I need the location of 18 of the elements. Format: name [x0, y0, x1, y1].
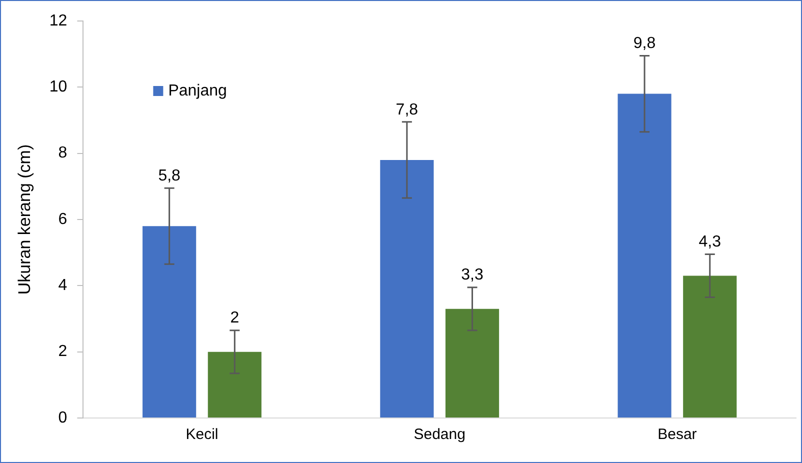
y-tick-label: 4 — [58, 277, 68, 294]
y-tick-label: 12 — [49, 12, 68, 30]
y-tick-label: 8 — [58, 144, 68, 162]
y-axis-title: Ukuran kerang (cm) — [14, 144, 34, 295]
x-tick-label: Besar — [658, 426, 697, 444]
x-tick-label: Sedang — [414, 426, 466, 444]
x-tick-label: Kecil — [186, 426, 218, 444]
y-tick-label: 6 — [58, 210, 68, 228]
data-label: 9,8 — [633, 35, 656, 52]
y-tick-label: 10 — [49, 78, 68, 96]
data-label: 5,8 — [158, 167, 181, 184]
data-label: 4,3 — [698, 234, 722, 251]
data-label: 2 — [230, 310, 240, 327]
y-tick-label: 2 — [58, 343, 68, 360]
data-label: 7,8 — [396, 101, 418, 118]
y-tick-label: 0 — [58, 409, 68, 426]
legend-label: Panjang — [168, 82, 227, 100]
data-label: 3,3 — [461, 266, 484, 284]
